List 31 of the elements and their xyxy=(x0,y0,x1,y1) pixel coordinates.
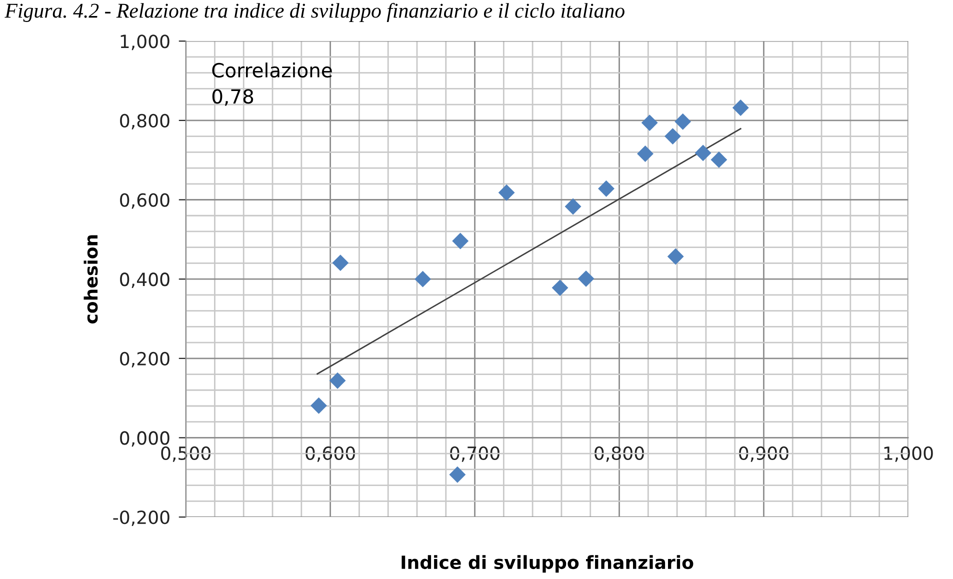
point xyxy=(452,232,469,250)
point xyxy=(664,128,681,145)
y-tick-label: 1,000 xyxy=(120,34,170,50)
point xyxy=(674,113,692,130)
point xyxy=(414,270,431,288)
point xyxy=(710,151,728,168)
point xyxy=(498,184,515,201)
point xyxy=(598,180,614,197)
y-tick-label: 0,000 xyxy=(120,431,170,447)
y-tick-label: 0,800 xyxy=(120,114,170,130)
x-tick-label: 1,000 xyxy=(884,446,933,462)
point xyxy=(578,270,594,287)
point xyxy=(329,372,346,389)
y-tick-label: 0,600 xyxy=(120,193,170,209)
point xyxy=(641,114,658,132)
y-tick-label: 0,400 xyxy=(120,272,170,288)
x-axis-title: Indice di sviluppo finanziario xyxy=(402,555,694,573)
point xyxy=(310,397,327,414)
y-tick-label: 0,200 xyxy=(120,352,170,368)
annotation: Correlazione 0,78 xyxy=(212,62,332,106)
point xyxy=(564,198,582,215)
point xyxy=(637,146,654,162)
point xyxy=(552,280,568,296)
point xyxy=(732,100,749,116)
y-axis-title: cohesion xyxy=(84,235,98,324)
point xyxy=(449,466,466,483)
point xyxy=(332,254,349,272)
y-tick-label: -0,200 xyxy=(113,510,170,526)
point xyxy=(694,144,712,162)
chart-title: Figura. 4.2 - Relazione tra indice di sviluppo finanziario e il ciclo italiano xyxy=(4,2,624,22)
point xyxy=(667,248,684,265)
